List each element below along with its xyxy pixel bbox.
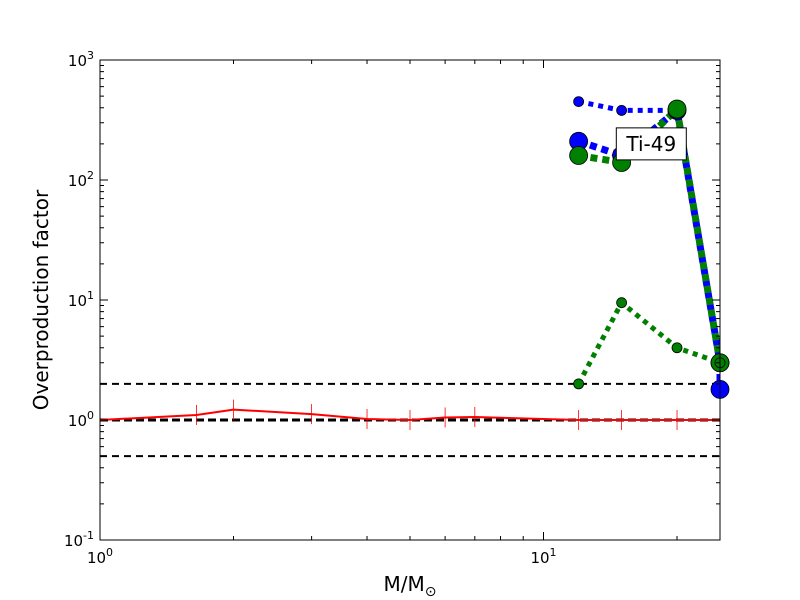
x-axis-label-main: M/M [384, 572, 425, 596]
series-4-marker-2 [671, 342, 683, 354]
series-1-marker-0 [573, 96, 585, 108]
annotation-box [615, 127, 687, 161]
series-3-marker-0 [569, 146, 589, 165]
annotation-label: Ti-49 [615, 127, 687, 161]
y-tick-label-1: 100 [68, 409, 94, 430]
y-tick-label-0: 10-1 [64, 529, 94, 550]
series-line-0 [100, 408, 720, 421]
x-axis-label: M/M⊙ [384, 572, 437, 600]
y-axis-label: Overproduction factor [29, 189, 53, 410]
y-tick-label-4: 103 [68, 49, 94, 70]
x-tick-label-1: 101 [530, 546, 556, 567]
x-axis-label-subscript: ⊙ [425, 584, 437, 600]
series-1-marker-1 [616, 105, 628, 116]
series-3-marker-2 [667, 99, 687, 119]
x-tick-label-0: 100 [87, 546, 113, 567]
series-4-marker-0 [573, 378, 585, 390]
y-tick-label-3: 102 [68, 169, 94, 190]
annotation-text: Ti-49 [625, 132, 676, 156]
series-line-2 [577, 106, 720, 390]
y-tick-label-2: 101 [68, 289, 94, 310]
series-4-marker-1 [616, 297, 628, 309]
